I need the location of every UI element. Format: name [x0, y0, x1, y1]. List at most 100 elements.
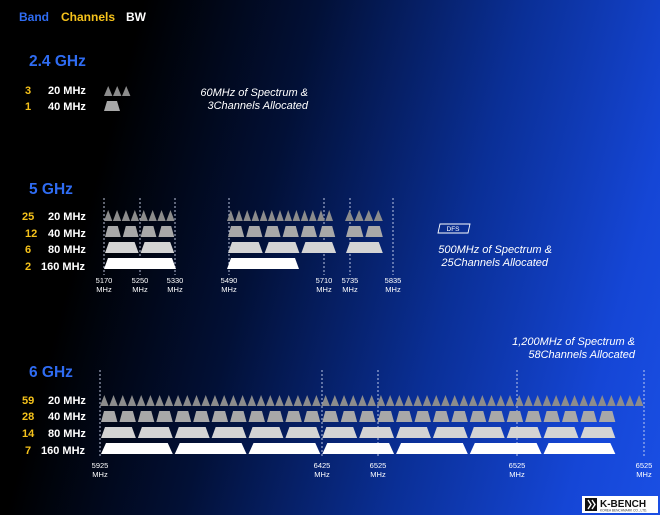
channel-40mhz: [300, 226, 317, 237]
channel-20mhz: [276, 210, 284, 221]
channel-40mhz: [525, 411, 542, 422]
dfs-badge: DFS: [437, 223, 471, 234]
channel-80mhz: [301, 242, 337, 253]
channel-160mhz: [469, 443, 542, 454]
spectrum-note-line: 500MHz of Spectrum &: [438, 244, 552, 256]
channel-20mhz: [570, 395, 579, 406]
channel-160mhz: [104, 258, 176, 269]
channel-80mhz: [359, 427, 395, 438]
channel-20mhz: [265, 395, 275, 406]
channel-40mhz: [264, 226, 281, 237]
channel-20mhz: [155, 395, 164, 406]
freq-label: 5330: [167, 276, 184, 285]
channel-40mhz: [432, 411, 450, 422]
channel-40mhz: [193, 411, 210, 422]
row-bandwidth: 40 MHz: [48, 411, 86, 423]
channel-40mhz: [101, 411, 118, 422]
band-title-2-4ghz: 2.4 GHz: [29, 53, 86, 70]
freq-label: 5710: [316, 276, 333, 285]
row-bandwidth: 160 MHz: [41, 445, 86, 457]
channel-20mhz: [164, 395, 174, 406]
channel-20mhz: [173, 395, 183, 406]
logo-sub: KOREA BENCHMARK CO., LTD.: [600, 509, 647, 513]
channel-20mhz: [561, 395, 570, 406]
row-count: 2: [25, 261, 31, 273]
channel-40mhz: [346, 226, 364, 237]
channel-80mhz: [285, 427, 321, 438]
channel-20mhz: [227, 210, 235, 221]
channel-20mhz: [496, 395, 506, 406]
freq-label: 5170: [96, 276, 113, 285]
channel-20mhz: [339, 395, 349, 406]
channel-80mhz: [174, 427, 210, 438]
channel-20mhz: [478, 395, 487, 406]
channel-40mhz: [119, 411, 136, 422]
freq-label: 6525: [370, 461, 387, 470]
freq-label: 5925: [92, 461, 109, 470]
channel-20mhz: [182, 395, 192, 406]
channel-40mhz: [246, 226, 263, 237]
channel-40mhz: [248, 411, 265, 422]
channel-40mhz: [506, 411, 524, 422]
channel-20mhz: [166, 210, 175, 221]
channel-20mhz: [300, 210, 309, 221]
channel-20mhz: [127, 395, 137, 406]
channel-80mhz: [580, 427, 616, 438]
row-count: 3: [25, 85, 31, 97]
freq-unit: MHz: [636, 470, 652, 479]
channel-40mhz: [340, 411, 358, 422]
channel-20mhz: [104, 210, 113, 221]
channel-160mhz: [174, 443, 247, 454]
channel-20mhz: [514, 395, 524, 406]
channel-20mhz: [229, 395, 238, 406]
channel-20mhz: [385, 395, 395, 406]
channel-20mhz: [588, 395, 598, 406]
freq-unit: MHz: [96, 285, 112, 294]
legend-bw: BW: [126, 10, 147, 24]
freq-unit: MHz: [221, 285, 237, 294]
channel-80mhz: [469, 427, 505, 438]
channel-40mhz: [266, 411, 284, 422]
row-count: 28: [22, 411, 34, 423]
logo-name: K-BENCH: [600, 499, 646, 510]
channel-20mhz: [235, 210, 243, 221]
channel-20mhz: [136, 395, 146, 406]
channel-20mhz: [247, 395, 257, 406]
kbench-mark-icon: [587, 499, 596, 510]
channel-20mhz: [268, 210, 276, 221]
channel-20mhz: [309, 210, 317, 221]
channel-40mhz: [322, 411, 339, 422]
channel-40mhz: [319, 226, 336, 237]
freq-label: 5250: [132, 276, 149, 285]
band-title-5ghz: 5 GHz: [29, 181, 73, 198]
channel-20mhz: [100, 395, 109, 406]
freq-unit: MHz: [316, 285, 332, 294]
channel-20mhz: [148, 210, 157, 221]
channel-40mhz: [105, 226, 121, 237]
channel-20mhz: [345, 210, 354, 221]
freq-label: 5490: [221, 276, 238, 285]
channel-80mhz: [140, 242, 175, 253]
channel-20mhz: [634, 395, 644, 406]
row-count: 1: [25, 101, 31, 113]
row-count: 25: [22, 211, 34, 223]
channel-160mhz: [101, 443, 173, 454]
row-count: 7: [25, 445, 31, 457]
channel-20mhz: [284, 210, 292, 221]
channel-20mhz: [112, 210, 122, 221]
channel-20mhz: [431, 395, 441, 406]
channel-20mhz: [243, 210, 251, 221]
freq-label: 5735: [342, 276, 359, 285]
channel-20mhz: [121, 210, 131, 221]
channel-20mhz: [325, 210, 333, 221]
channel-80mhz: [211, 427, 247, 438]
channel-20mhz: [524, 395, 533, 406]
channel-20mhz: [284, 395, 294, 406]
row-bandwidth: 80 MHz: [48, 244, 86, 256]
channel-20mhz: [607, 395, 616, 406]
channel-20mhz: [395, 395, 404, 406]
freq-label: 6425: [314, 461, 331, 470]
channel-40mhz: [211, 411, 229, 422]
channel-20mhz: [597, 395, 607, 406]
channel-20mhz: [422, 395, 432, 406]
